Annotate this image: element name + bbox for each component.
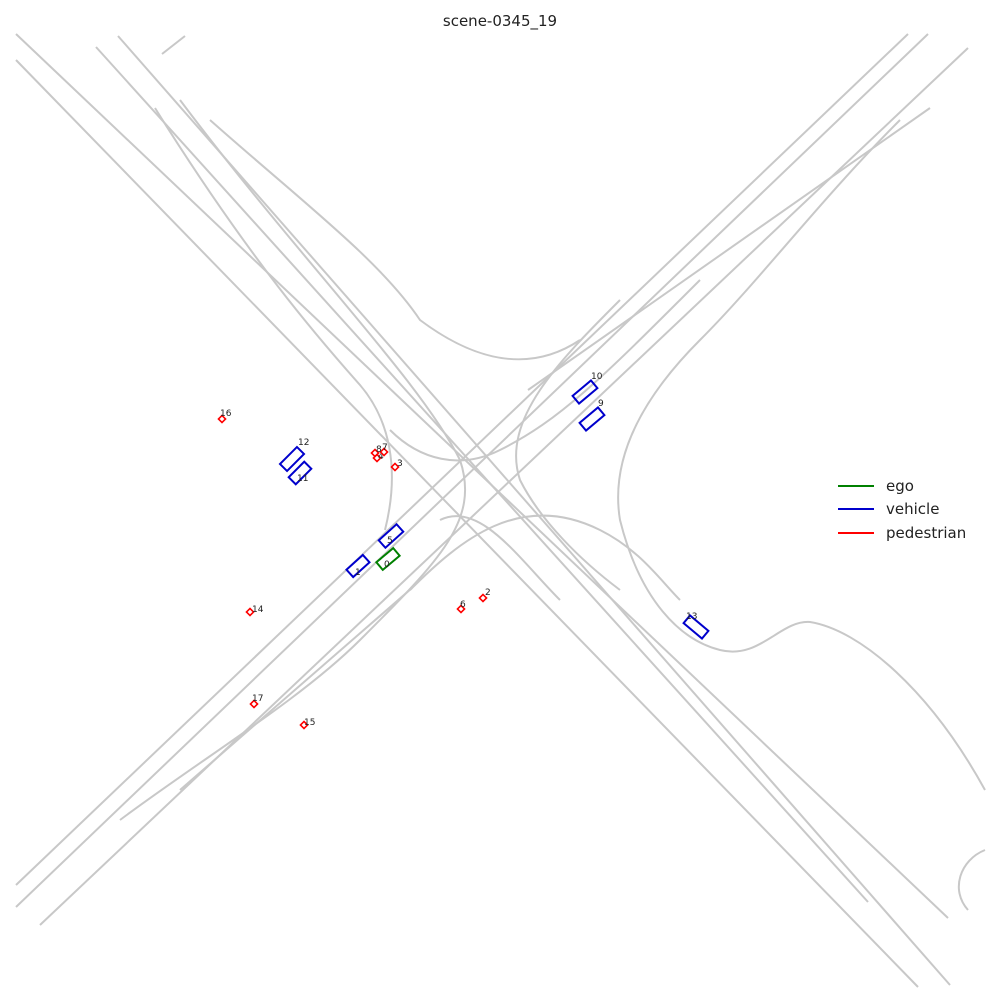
pedestrian-box-3: [390, 462, 400, 472]
ego-box-0: [374, 546, 402, 572]
vehicle-box-9: [578, 406, 606, 432]
agent-label-7: 7: [382, 443, 388, 453]
agent-label-17: 17: [252, 694, 263, 704]
lane-lines: [15, 33, 986, 988]
agent-label-5: 5: [387, 536, 393, 546]
legend-label-pedestrian: pedestrian: [886, 523, 967, 542]
agent-label-0: 0: [384, 560, 390, 570]
legend-label-ego: ego: [886, 476, 914, 495]
lane-line: [209, 119, 581, 361]
lane-line: [39, 47, 969, 926]
lane-line: [15, 33, 949, 919]
lane-line: [515, 299, 621, 591]
agent-label-3: 3: [397, 459, 403, 469]
legend: ego vehicle pedestrian: [838, 474, 966, 545]
lane-line: [161, 35, 186, 55]
lane-line: [119, 99, 467, 821]
agent-label-1: 1: [355, 568, 361, 578]
agent-label-6: 6: [460, 600, 466, 610]
pedestrian-box-16: [217, 414, 227, 424]
legend-swatch-ego: [838, 484, 874, 487]
agent-label-15: 15: [304, 718, 315, 728]
pedestrian-box-2: [478, 593, 488, 603]
vehicle-box-5: [377, 522, 405, 550]
agent-label-11: 11: [297, 474, 308, 484]
pedestrian-box-8: [370, 448, 380, 458]
agent-label-16: 16: [220, 409, 232, 419]
lane-line: [439, 515, 561, 601]
legend-swatch-vehicle: [838, 508, 874, 511]
agent-label-14: 14: [252, 605, 264, 615]
lane-line: [15, 59, 919, 988]
agent-label-10: 10: [591, 372, 603, 382]
lane-line: [179, 587, 413, 791]
agent-label-8: 8: [376, 445, 382, 455]
legend-swatch-pedestrian: [838, 531, 874, 534]
legend-item-vehicle: vehicle: [838, 498, 966, 522]
lane-line: [527, 107, 931, 391]
pedestrian-box-7: [379, 447, 389, 457]
vehicle-box-1: [345, 553, 371, 579]
lane-line: [117, 35, 951, 986]
vehicle-box-12: [278, 445, 306, 473]
agent-label-2: 2: [485, 588, 491, 598]
legend-item-ego: ego: [838, 474, 966, 498]
agent-label-13: 13: [686, 612, 697, 622]
pedestrian-box-6: [456, 604, 466, 614]
scene-title: scene-0345_19: [442, 12, 558, 30]
vehicle-box-10: [571, 379, 599, 405]
lane-line: [95, 46, 869, 903]
vehicle-box-13: [682, 614, 710, 640]
pedestrian-box-14: [245, 607, 255, 617]
legend-label-vehicle: vehicle: [886, 500, 940, 519]
lane-line: [409, 514, 681, 601]
lane-line: [154, 107, 393, 531]
agent-label-9: 9: [598, 399, 604, 409]
lane-line: [389, 279, 701, 462]
pedestrian-box-15: [299, 720, 309, 730]
lane-line: [15, 33, 929, 908]
agent-label-4: 4: [378, 452, 384, 462]
pedestrian-box-17: [249, 699, 259, 709]
legend-item-pedestrian: pedestrian: [838, 521, 966, 545]
lane-line: [617, 119, 986, 791]
agent-label-12: 12: [298, 438, 309, 448]
lane-line: [958, 849, 986, 911]
vehicle-box-11: [287, 460, 313, 486]
